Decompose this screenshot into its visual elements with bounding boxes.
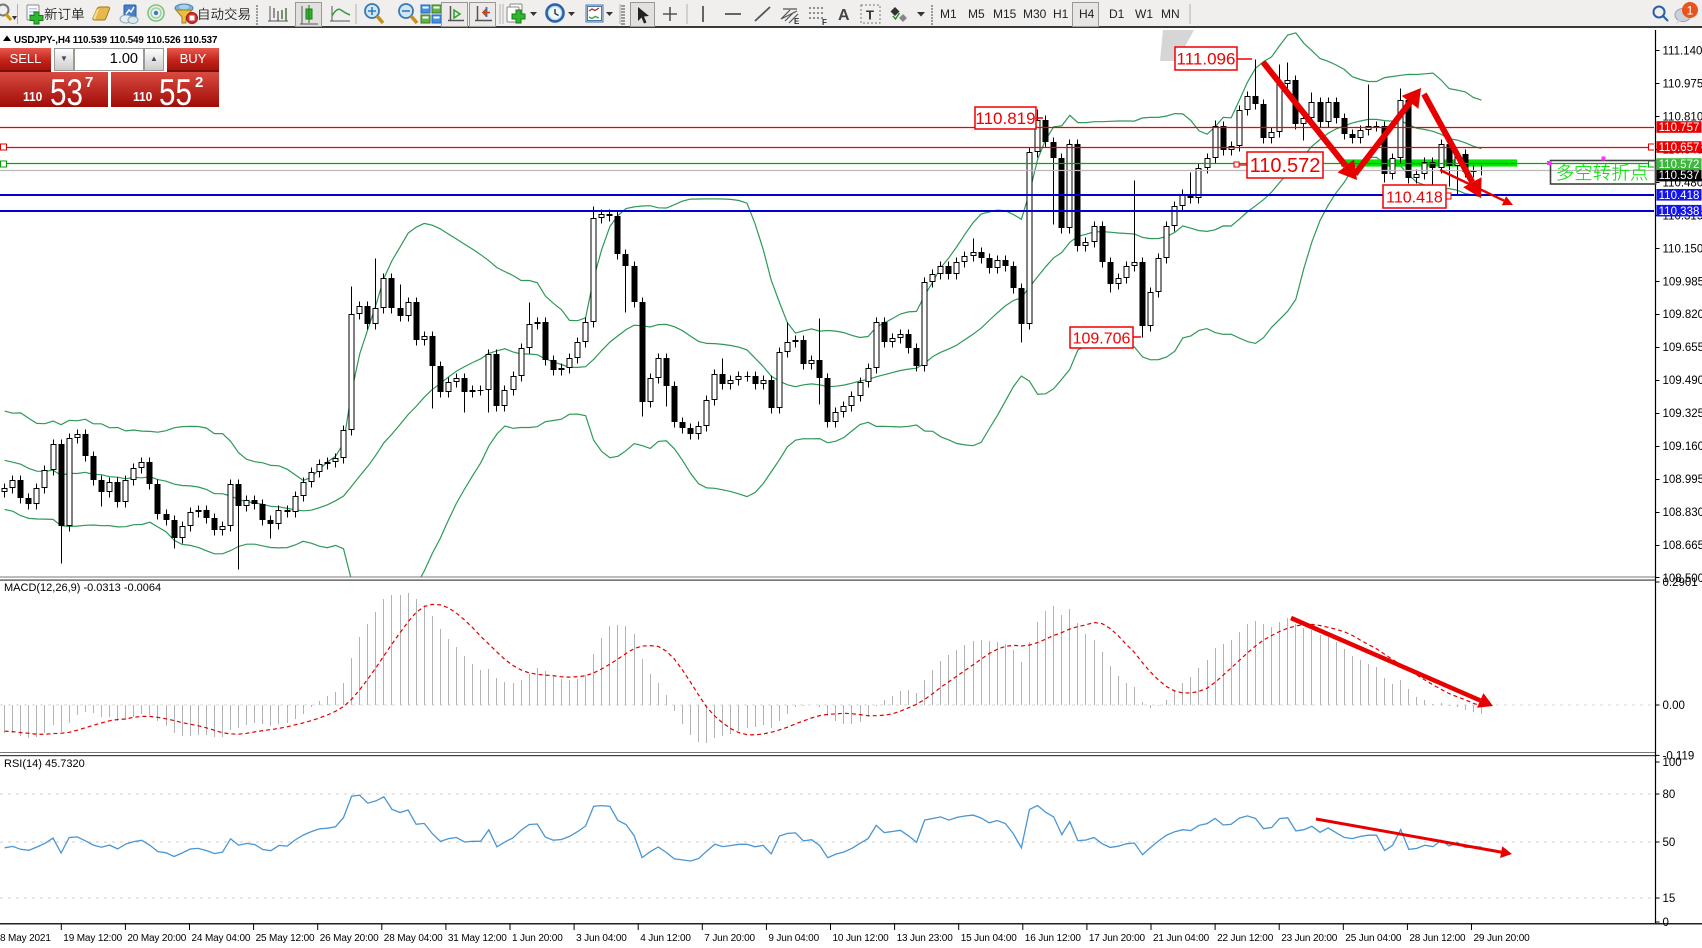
svg-text:T: T — [866, 8, 874, 23]
svg-text:109.325: 109.325 — [1663, 408, 1702, 420]
svg-text:0.00: 0.00 — [1663, 700, 1685, 712]
svg-text:M5: M5 — [968, 7, 985, 21]
svg-text:110.657: 110.657 — [1659, 142, 1700, 154]
svg-text:1 Jun 20:00: 1 Jun 20:00 — [512, 933, 563, 944]
svg-text:A: A — [838, 7, 850, 24]
svg-text:0: 0 — [1663, 917, 1669, 929]
svg-text:28 May 04:00: 28 May 04:00 — [384, 933, 443, 944]
svg-text:25 Jun 04:00: 25 Jun 04:00 — [1345, 933, 1402, 944]
svg-text:MACD(12,26,9) -0.0313 -0.0064: MACD(12,26,9) -0.0313 -0.0064 — [4, 582, 161, 594]
svg-text:80: 80 — [1663, 789, 1676, 801]
svg-text:MN: MN — [1161, 7, 1180, 21]
svg-text:1: 1 — [1687, 4, 1694, 18]
svg-text:108.500: 108.500 — [1663, 573, 1702, 585]
svg-text:111.140: 111.140 — [1663, 46, 1702, 58]
svg-text:25 May 12:00: 25 May 12:00 — [256, 933, 315, 944]
svg-text:31 May 12:00: 31 May 12:00 — [448, 933, 507, 944]
svg-text:100: 100 — [1663, 757, 1682, 769]
svg-text:M1: M1 — [940, 7, 957, 21]
svg-text:17 Jun 20:00: 17 Jun 20:00 — [1089, 933, 1146, 944]
svg-text:9 Jun 04:00: 9 Jun 04:00 — [768, 933, 819, 944]
svg-text:108.995: 108.995 — [1663, 474, 1702, 486]
svg-text:109.985: 109.985 — [1663, 276, 1702, 288]
svg-text:0.2901: 0.2901 — [1663, 577, 1698, 589]
svg-text:RSI(14) 45.7320: RSI(14) 45.7320 — [4, 758, 85, 770]
svg-text:15 Jun 04:00: 15 Jun 04:00 — [961, 933, 1018, 944]
svg-text:110.572: 110.572 — [1659, 159, 1700, 171]
svg-text:13 Jun 23:00: 13 Jun 23:00 — [897, 933, 954, 944]
svg-text:109.160: 109.160 — [1663, 441, 1702, 453]
svg-text:110.537: 110.537 — [1659, 170, 1700, 182]
svg-text:108.665: 108.665 — [1663, 540, 1702, 552]
svg-text:50: 50 — [1663, 837, 1676, 849]
svg-text:16 Jun 12:00: 16 Jun 12:00 — [1025, 933, 1082, 944]
svg-text:24 May 04:00: 24 May 04:00 — [192, 933, 251, 944]
svg-text:H4: H4 — [1079, 7, 1095, 21]
svg-text:20 May 20:00: 20 May 20:00 — [127, 933, 186, 944]
svg-text:110.338: 110.338 — [1659, 206, 1700, 218]
svg-text:H1: H1 — [1053, 7, 1069, 21]
svg-text:E: E — [794, 17, 800, 26]
svg-text:110.819: 110.819 — [975, 109, 1035, 128]
svg-text:109.490: 109.490 — [1663, 375, 1702, 387]
svg-text:10 Jun 12:00: 10 Jun 12:00 — [833, 933, 890, 944]
svg-text:109.706: 109.706 — [1073, 330, 1131, 347]
svg-text:110.757: 110.757 — [1659, 122, 1700, 134]
svg-text:7 Jun 20:00: 7 Jun 20:00 — [704, 933, 755, 944]
svg-text:29 Jun 20:00: 29 Jun 20:00 — [1474, 933, 1531, 944]
svg-text:109.820: 109.820 — [1663, 309, 1702, 321]
svg-text:110.418: 110.418 — [1386, 189, 1443, 206]
svg-text:M30: M30 — [1023, 7, 1047, 21]
svg-text:26 May 20:00: 26 May 20:00 — [320, 933, 379, 944]
svg-text:110.810: 110.810 — [1663, 111, 1702, 123]
svg-text:F: F — [822, 18, 827, 27]
svg-text:-0.119: -0.119 — [1663, 750, 1695, 762]
svg-text:W1: W1 — [1135, 7, 1153, 21]
svg-text:USDJPY-,H4 110.539 110.549 11: USDJPY-,H4 110.539 110.549 110.526 110.5… — [14, 35, 218, 46]
svg-text:28 Jun 12:00: 28 Jun 12:00 — [1409, 933, 1466, 944]
svg-text:110.418: 110.418 — [1659, 190, 1700, 202]
svg-text:23 Jun 20:00: 23 Jun 20:00 — [1281, 933, 1338, 944]
svg-text:D1: D1 — [1109, 7, 1125, 21]
svg-text:19 May 12:00: 19 May 12:00 — [63, 933, 122, 944]
svg-text:4 Jun 12:00: 4 Jun 12:00 — [640, 933, 691, 944]
svg-text:109.655: 109.655 — [1663, 342, 1702, 354]
svg-text:22 Jun 12:00: 22 Jun 12:00 — [1217, 933, 1274, 944]
svg-text:M15: M15 — [993, 7, 1017, 21]
svg-text:110.150: 110.150 — [1663, 243, 1702, 255]
svg-text:21 Jun 04:00: 21 Jun 04:00 — [1153, 933, 1210, 944]
svg-text:108.830: 108.830 — [1663, 507, 1702, 519]
svg-text:8 May 2021: 8 May 2021 — [0, 933, 51, 944]
svg-text:110.572: 110.572 — [1250, 155, 1321, 177]
svg-text:111.096: 111.096 — [1177, 50, 1236, 69]
svg-text:15: 15 — [1663, 893, 1676, 905]
svg-text:110.975: 110.975 — [1663, 79, 1702, 91]
svg-text:3 Jun 04:00: 3 Jun 04:00 — [576, 933, 627, 944]
